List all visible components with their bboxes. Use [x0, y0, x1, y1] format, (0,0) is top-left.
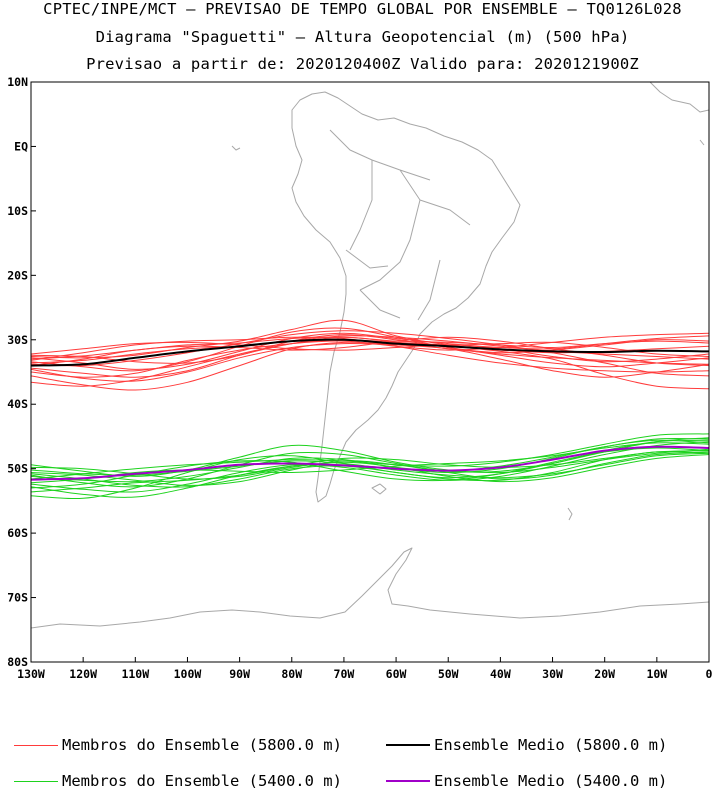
x-tick-label: 10W [646, 667, 667, 681]
south-america-coast [291, 91, 521, 503]
chart-title-line2: Diagrama "Spaguetti" – Altura Geopotenci… [95, 28, 630, 46]
x-tick-label: 80W [281, 667, 302, 681]
legend-swatch-mean-5400 [386, 780, 430, 782]
member-line-5400-28 [31, 451, 709, 488]
x-tick-label: 30W [542, 667, 563, 681]
x-tick-label: 90W [229, 667, 250, 681]
member-line-5400-23 [31, 433, 709, 480]
legend-label-members-5400: Membros do Ensemble (5400.0 m) [62, 772, 342, 790]
legend-label-members-5800: Membros do Ensemble (5800.0 m) [62, 736, 342, 754]
chart-title-line1: CPTEC/INPE/MCT – PREVISAO DE TEMPO GLOBA… [43, 0, 682, 18]
y-tick-label: 40S [7, 397, 28, 411]
member-line-5800-5 [31, 332, 709, 370]
coastline-map [31, 82, 709, 629]
plot-frame [30, 81, 710, 663]
member-line-5800-13 [31, 343, 709, 390]
spaghetti-chart: 10N EQ 10S 20S 30S 40S 50S 60S 70S 80S 130W 120W 11… [7, 75, 713, 681]
x-tick-label: 100W [174, 667, 202, 681]
x-tick-label: 60W [386, 667, 407, 681]
africa-coast-fragment [649, 82, 709, 113]
y-tick-label: EQ [14, 139, 28, 153]
x-tick-label: 70W [334, 667, 355, 681]
x-tick-label: 20W [594, 667, 615, 681]
member-line-5800-2 [31, 336, 709, 378]
y-tick-label: 10S [7, 204, 28, 218]
legend-swatch-members-5800 [14, 744, 58, 746]
falklands [371, 483, 387, 495]
legend-item-members-5800: Membros do Ensemble (5800.0 m) [14, 735, 342, 755]
y-tick-label: 50S [7, 462, 28, 476]
x-axis: 130W 120W 110W 100W 90W 80W 70W 60W 50W 40W 30W 20W… [17, 657, 713, 681]
legend-item-mean-5800: Ensemble Medio (5800.0 m) [386, 735, 667, 755]
y-tick-label: 20S [7, 268, 28, 282]
member-line-5800-14 [31, 335, 709, 364]
legend-label-mean-5400: Ensemble Medio (5400.0 m) [434, 772, 668, 790]
member-line-5400-16 [31, 441, 709, 493]
antarctica-coast [31, 547, 709, 629]
y-tick-label: 10N [7, 75, 28, 89]
member-line-5800-11 [31, 332, 709, 378]
member-line-5400-15 [31, 451, 709, 486]
x-tick-label: 50W [438, 667, 459, 681]
legend-item-mean-5400: Ensemble Medio (5400.0 m) [386, 771, 667, 791]
member-line-5800-8 [31, 339, 709, 387]
y-tick-label: 70S [7, 591, 28, 605]
member-line-5800-9 [31, 341, 709, 363]
mean-line-5800 [31, 338, 709, 367]
y-tick-label: 30S [7, 333, 28, 347]
x-tick-label: 130W [17, 667, 45, 681]
legend-swatch-mean-5800 [386, 744, 430, 746]
y-tick-label: 80S [7, 655, 28, 669]
mean-line-5400 [31, 445, 709, 481]
y-axis: 10N EQ 10S 20S 30S 40S 50S 60S 70S 80S [7, 75, 36, 669]
member-line-5800-10 [31, 330, 709, 377]
islands [231, 139, 705, 521]
x-tick-label: 40W [490, 667, 511, 681]
x-tick-label: 0 [706, 667, 713, 681]
country-borders [329, 129, 471, 321]
x-tick-label: 110W [121, 667, 149, 681]
chart-title-line3: Previsao a partir de: 2020120400Z Valido… [86, 55, 639, 73]
legend-item-members-5400: Membros do Ensemble (5400.0 m) [14, 771, 342, 791]
y-tick-label: 60S [7, 526, 28, 540]
legend-swatch-members-5400 [14, 780, 58, 782]
x-tick-label: 120W [69, 667, 97, 681]
legend-label-mean-5800: Ensemble Medio (5800.0 m) [434, 736, 668, 754]
